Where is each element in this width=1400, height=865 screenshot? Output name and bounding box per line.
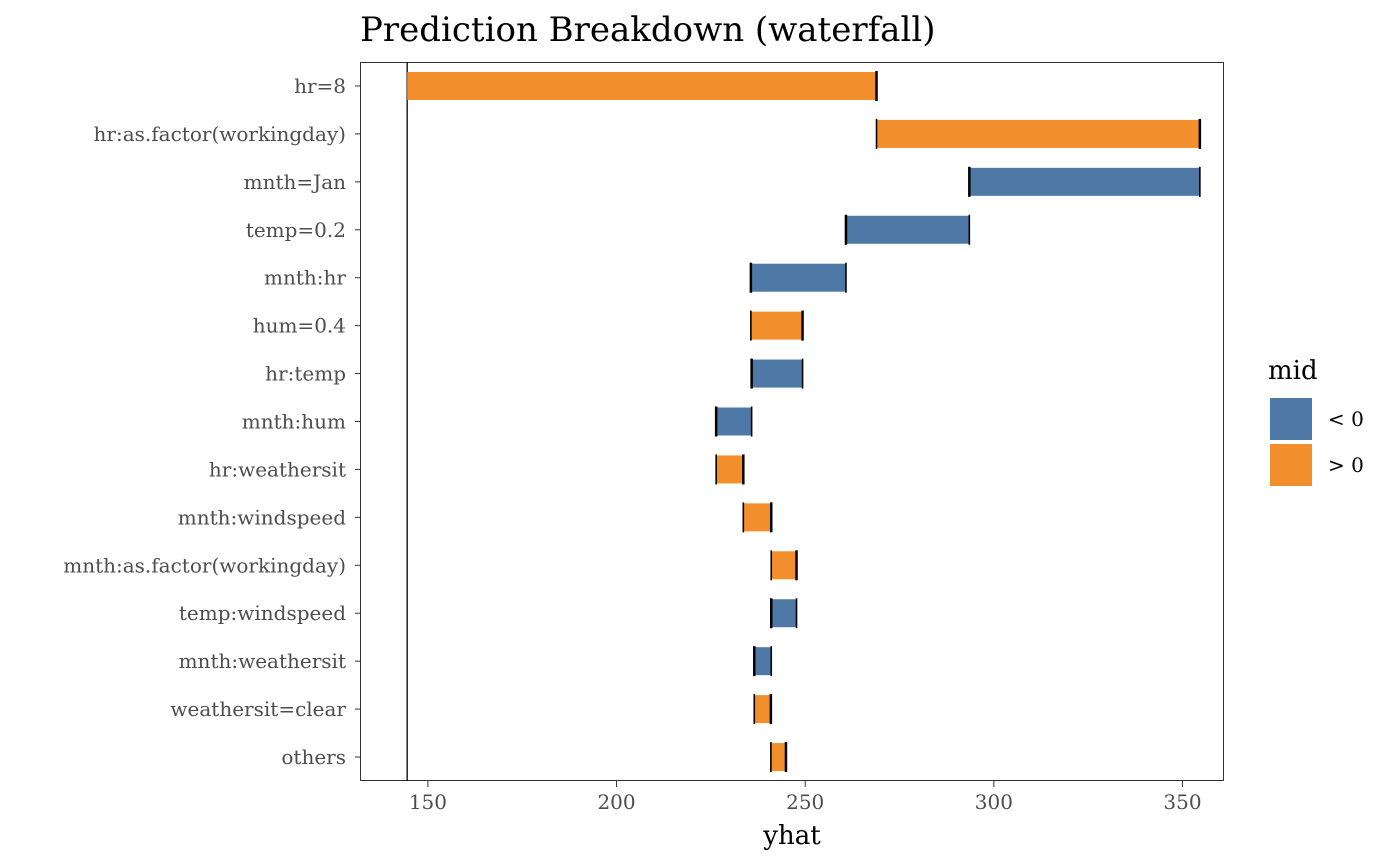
waterfall-bar (754, 647, 772, 676)
waterfall-bar (771, 551, 797, 580)
x-axis: 150 200 250 300 350 (409, 781, 1202, 814)
y-tick-label: hr:temp (265, 362, 346, 386)
y-axis: hr=8 hr:as.factor(workingday) mnth=Jan temp… (63, 74, 360, 769)
y-tick-label: hr=8 (294, 74, 346, 98)
legend-label: > 0 (1328, 453, 1364, 477)
legend-swatch (1270, 444, 1312, 486)
waterfall-bar (750, 263, 846, 292)
waterfall-bar (876, 119, 1200, 148)
waterfall-bar (407, 71, 877, 100)
x-axis-title: yhat (762, 821, 821, 851)
y-tick-label: hr:as.factor(workingday) (94, 122, 346, 146)
x-tick-label: 200 (597, 790, 635, 814)
legend-swatch (1270, 398, 1312, 440)
y-tick-label: mnth:weathersit (179, 649, 346, 673)
y-tick-label: weathersit=clear (170, 697, 346, 721)
waterfall-bar (969, 167, 1200, 196)
y-tick-label: temp=0.2 (246, 218, 346, 242)
x-tick-label: 150 (409, 790, 447, 814)
x-tick-label: 300 (975, 790, 1013, 814)
y-tick-label: mnth:as.factor(workingday) (63, 553, 346, 577)
chart-title: Prediction Breakdown (waterfall) (360, 10, 935, 50)
legend: mid < 0 > 0 (1268, 356, 1364, 486)
legend-title: mid (1268, 356, 1318, 386)
legend-label: < 0 (1328, 407, 1364, 431)
y-tick-label: others (281, 745, 346, 769)
waterfall-bar (771, 599, 797, 628)
waterfall-bar (751, 359, 803, 388)
y-tick-label: mnth=Jan (244, 170, 346, 194)
waterfall-bar (716, 455, 744, 484)
waterfall-bar (743, 503, 772, 532)
plot-panel-border (360, 62, 1224, 781)
y-tick-label: mnth:hum (242, 410, 346, 434)
y-tick-label: temp:windspeed (179, 601, 346, 625)
waterfall-bar (750, 311, 803, 340)
y-tick-label: mnth:hr (264, 266, 346, 290)
waterfall-bar (845, 215, 970, 244)
y-tick-label: mnth:windspeed (178, 505, 346, 529)
waterfall-bar (716, 407, 752, 436)
y-tick-label: hr:weathersit (209, 457, 346, 481)
x-tick-label: 350 (1163, 790, 1201, 814)
waterfall-bar (754, 695, 771, 724)
bars-layer (406, 62, 1202, 781)
x-tick-label: 250 (786, 790, 824, 814)
y-tick-label: hum=0.4 (253, 314, 346, 338)
waterfall-bar (770, 743, 786, 772)
